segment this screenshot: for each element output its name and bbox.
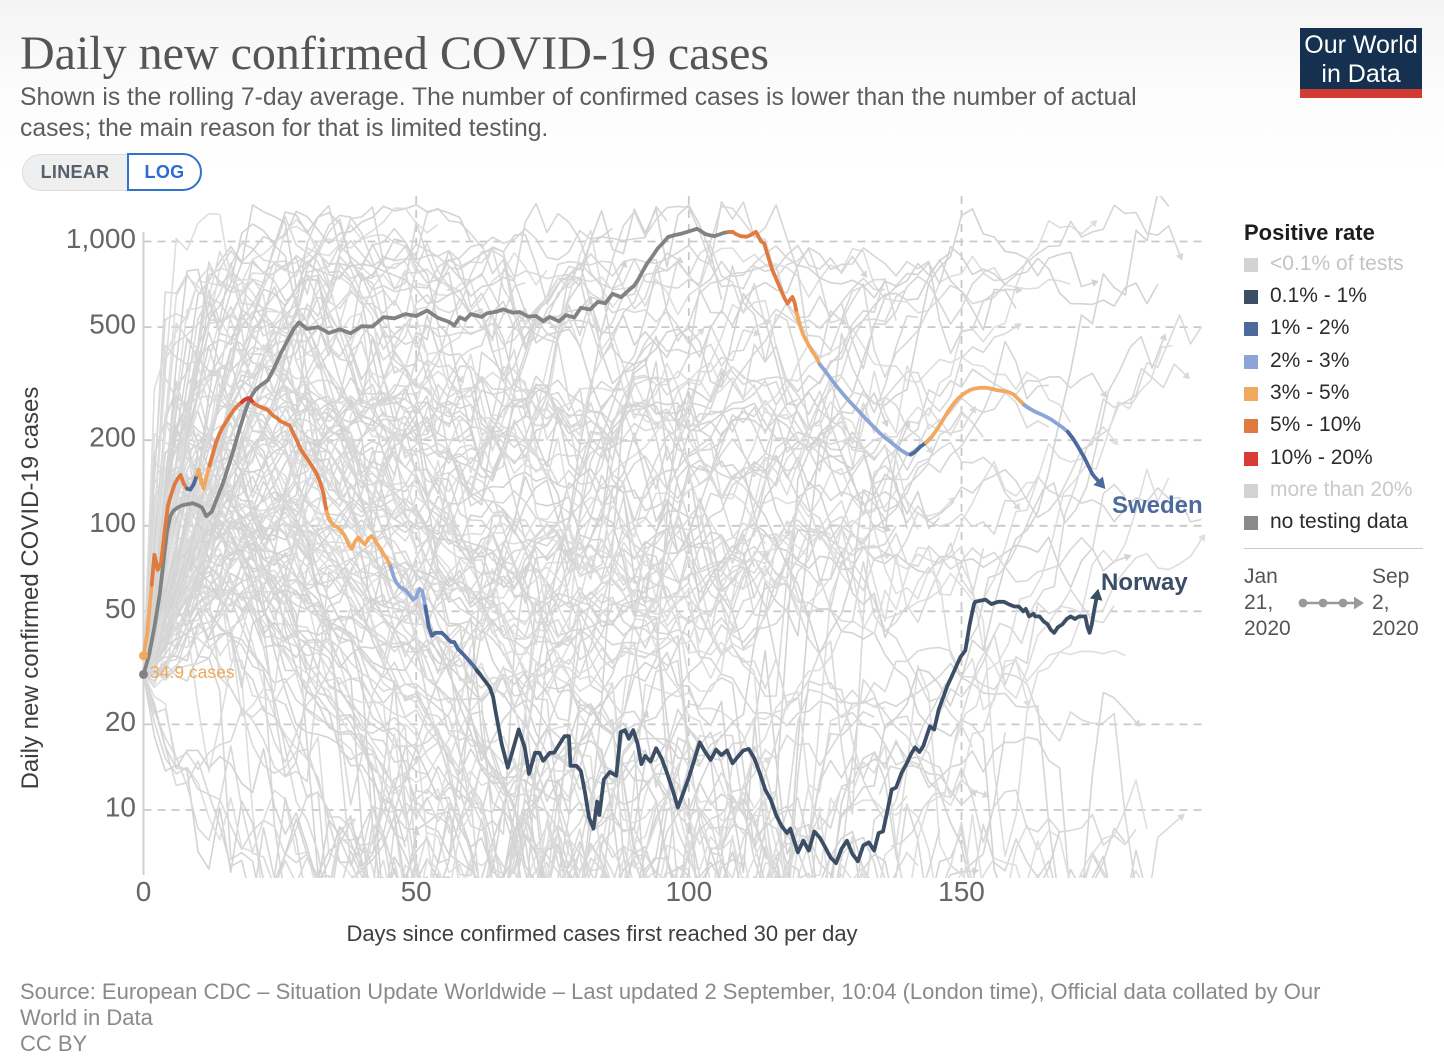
svg-text:34.9 cases: 34.9 cases (150, 662, 235, 682)
svg-text:Norway: Norway (1101, 569, 1188, 596)
svg-text:100: 100 (89, 507, 136, 538)
svg-text:50: 50 (401, 876, 432, 907)
svg-text:Sweden: Sweden (1112, 492, 1203, 519)
svg-text:1,000: 1,000 (66, 223, 136, 254)
svg-text:Days since confirmed cases fir: Days since confirmed cases first reached… (346, 921, 857, 946)
svg-text:50: 50 (105, 593, 136, 624)
svg-text:10: 10 (105, 792, 136, 823)
svg-text:150: 150 (938, 876, 985, 907)
svg-text:Daily new confirmed COVID-19 c: Daily new confirmed COVID-19 cases (17, 387, 44, 790)
svg-text:500: 500 (89, 309, 136, 340)
svg-text:200: 200 (89, 422, 136, 453)
svg-text:20: 20 (105, 706, 136, 737)
svg-text:100: 100 (665, 876, 712, 907)
svg-text:0: 0 (136, 876, 152, 907)
